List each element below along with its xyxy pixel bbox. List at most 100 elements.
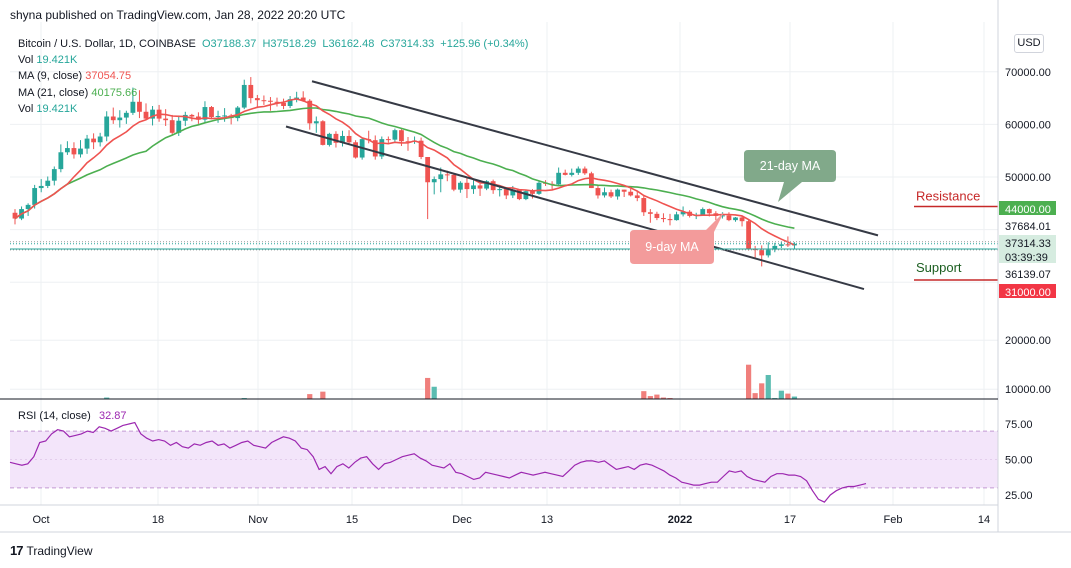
candle-body bbox=[32, 188, 38, 205]
ma21-label: MA (21, close) bbox=[18, 86, 89, 99]
candle-body bbox=[602, 192, 607, 196]
candle-body bbox=[209, 107, 214, 118]
candle-body bbox=[471, 185, 476, 190]
candle-body bbox=[733, 217, 738, 221]
candle-body bbox=[595, 188, 601, 196]
tradingview-logo: 17 bbox=[10, 543, 24, 558]
candle-body bbox=[674, 214, 679, 221]
candle-body bbox=[333, 133, 339, 143]
candle-body bbox=[78, 148, 83, 155]
rsi-panel: RSI (14, close) 32.87 bbox=[9, 410, 998, 503]
change-value: +125.96 (+0.34%) bbox=[440, 38, 529, 50]
candle-body bbox=[438, 174, 444, 180]
volume-bar bbox=[752, 393, 758, 399]
candle-body bbox=[720, 215, 725, 217]
candle-body bbox=[182, 114, 188, 121]
candle-body bbox=[300, 97, 306, 101]
volume-bar bbox=[320, 391, 326, 399]
volume-bar bbox=[785, 393, 791, 399]
chart-axes: 70000.00 60000.00 50000.00 20000.00 10000.00… bbox=[0, 0, 1071, 533]
volume-bar bbox=[647, 396, 653, 399]
low-value: L36162.48 bbox=[322, 38, 375, 50]
x-tick-label: Dec bbox=[452, 514, 472, 526]
candle-body bbox=[615, 189, 620, 197]
y-tick-label: 70000.00 bbox=[1005, 67, 1051, 79]
open-value: O37188.37 bbox=[201, 38, 257, 50]
candle-body bbox=[320, 121, 326, 145]
candle-body bbox=[235, 107, 241, 119]
channel-lower-line bbox=[285, 125, 865, 291]
candle-body bbox=[176, 120, 182, 133]
price-label-bg bbox=[999, 235, 1056, 249]
candle-body bbox=[765, 249, 771, 256]
rsi-value: 32.87 bbox=[99, 410, 127, 422]
volume-bar bbox=[104, 397, 110, 399]
resistance-label: Resistance bbox=[916, 189, 980, 204]
candle-body bbox=[589, 173, 594, 189]
candle-body bbox=[379, 139, 385, 157]
x-tick-label: 13 bbox=[541, 514, 553, 526]
candle-body bbox=[608, 192, 614, 197]
candle-body bbox=[562, 172, 568, 175]
candle-body bbox=[313, 121, 319, 124]
candle-body bbox=[746, 221, 751, 250]
candle-body bbox=[536, 182, 542, 194]
moving-averages bbox=[14, 98, 795, 246]
candle-body bbox=[189, 114, 195, 117]
price-label: 37684.01 bbox=[1005, 221, 1051, 233]
candle-body bbox=[431, 179, 437, 183]
candle-body bbox=[287, 99, 293, 106]
rsi-tick-label: 25.00 bbox=[1005, 490, 1033, 502]
candle-body bbox=[647, 212, 653, 214]
candle-body bbox=[667, 219, 673, 221]
candle-body bbox=[451, 174, 457, 190]
candle-body bbox=[281, 102, 286, 106]
ma21-line bbox=[14, 107, 795, 229]
candle-body bbox=[51, 169, 57, 181]
candle-body bbox=[110, 116, 116, 121]
candle-body bbox=[484, 181, 489, 189]
currency-button[interactable]: USD bbox=[1014, 34, 1044, 53]
candle-body bbox=[241, 84, 247, 108]
candle-body bbox=[503, 189, 509, 196]
candle-body bbox=[621, 189, 627, 192]
price-label-bg bbox=[999, 201, 1056, 215]
candle-body bbox=[464, 182, 470, 190]
volume-row-2: Vol 19.421K bbox=[18, 101, 531, 117]
candle-body bbox=[759, 250, 765, 256]
candle-body bbox=[254, 98, 260, 101]
candle-body bbox=[215, 115, 221, 118]
volume-row: Vol 19.421K bbox=[18, 52, 531, 68]
candle-body bbox=[510, 189, 516, 196]
candle-body bbox=[143, 111, 149, 119]
candle-body bbox=[58, 152, 64, 170]
price-label: 03:39:39 bbox=[1005, 252, 1048, 264]
candle-body bbox=[530, 191, 535, 194]
y-tick-label: 50000.00 bbox=[1005, 172, 1051, 184]
candle-body bbox=[65, 148, 70, 153]
volume-bars bbox=[104, 364, 798, 399]
candle-body bbox=[556, 172, 562, 185]
ma9-line bbox=[14, 98, 795, 246]
candle-body bbox=[385, 139, 391, 141]
candle-body bbox=[405, 141, 411, 143]
support-label: Support bbox=[916, 260, 962, 275]
candle-body bbox=[104, 116, 110, 137]
chart-annotations: Resistance Support 21-day MA 9-day MA bbox=[10, 80, 998, 291]
ma21-value: 40175.66 bbox=[91, 86, 138, 99]
x-tick-label: Nov bbox=[248, 514, 268, 526]
chart-grid bbox=[10, 22, 998, 505]
candle-body bbox=[84, 138, 90, 149]
candle-body bbox=[752, 249, 758, 251]
candle-body bbox=[248, 84, 254, 99]
y-tick-label: 20000.00 bbox=[1005, 335, 1051, 347]
candle-body bbox=[340, 135, 345, 143]
volume-bar bbox=[746, 364, 752, 399]
volume-bar bbox=[431, 386, 437, 399]
volume-bar bbox=[765, 374, 771, 399]
candle-body bbox=[274, 101, 280, 103]
candle-body bbox=[12, 212, 18, 219]
rsi-tick-label: 50.00 bbox=[1005, 455, 1033, 467]
candle-body bbox=[222, 115, 227, 117]
